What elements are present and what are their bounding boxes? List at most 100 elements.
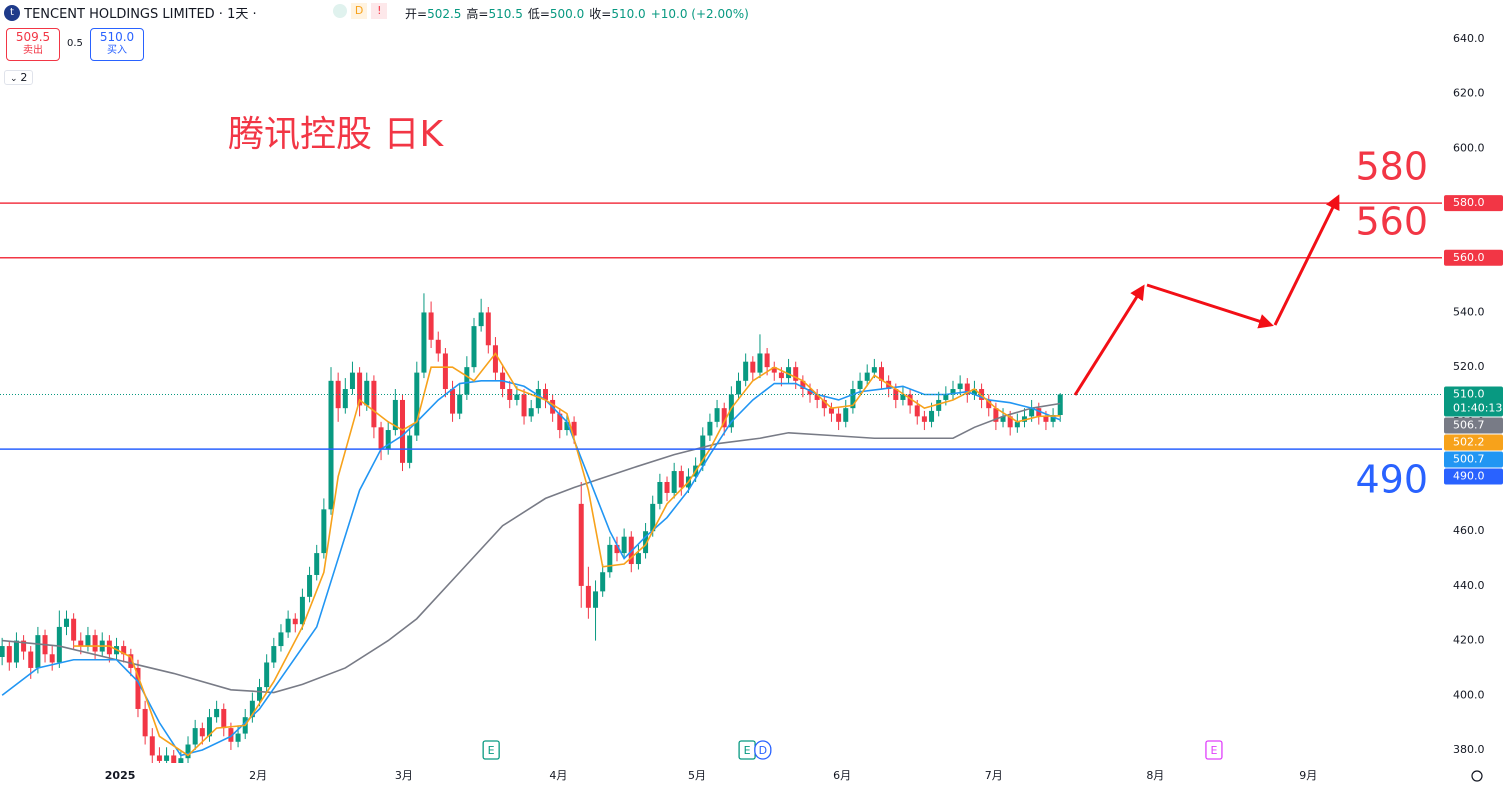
x-tick-label: 4月 [549,769,567,782]
event-badge[interactable] [754,740,772,760]
candle-body [492,345,498,373]
moving-average [1,380,1061,757]
x-tick-label: 9月 [1299,769,1317,782]
candle-body [921,416,927,422]
ohlc-value: 502.5 [427,7,462,21]
candle-body [635,553,641,565]
ohlc-legend: 开=502.5 高=510.5 低=500.0 收=510.0 +10.0 (+2.00… [405,5,749,22]
candle-body [671,471,677,493]
candle-body [929,410,935,422]
candle-body [950,389,956,395]
status-dot[interactable] [333,4,347,18]
price-tag [1444,417,1503,434]
candle-body [278,632,284,647]
annotation: 腾讯控股 日K [228,114,444,155]
candle-body [35,635,41,668]
candle-body [993,408,999,422]
candle-body [521,394,527,417]
candle-body [971,389,977,395]
candle-body [736,380,742,395]
x-tick-label: 3月 [395,769,413,782]
candle-body [1057,394,1063,415]
badge[interactable]: D [351,3,368,19]
candle-body [771,367,777,373]
buy-button[interactable]: 510.0 买入 [90,28,144,61]
price-tag [1444,195,1503,212]
candle-body [349,372,355,390]
candle-body [1043,416,1049,422]
candle-body [571,421,577,436]
candle-body [943,394,949,400]
candle-body [414,372,420,436]
candle-body [149,736,155,756]
x-tick-label: 2月 [249,769,267,782]
candle-body [192,728,198,745]
candle-body [285,618,291,633]
candle-body [964,383,970,395]
candle-body [643,531,649,554]
y-tick-label: 420.0 [1453,634,1485,647]
candle-body [700,435,706,466]
candle-body [857,380,863,390]
candle-body [843,408,849,422]
candle-body [1021,416,1027,422]
candle-body [364,380,370,406]
candle-body [593,591,599,608]
candle-body [106,640,112,655]
candle-body [21,640,27,652]
x-tick-label: 7月 [985,769,1003,782]
candle-body [85,635,91,647]
candle-body [1014,421,1020,428]
price-tag-label: 500.7 [1453,452,1485,465]
candle-body [221,708,227,729]
event-badge[interactable] [482,740,500,760]
buy-label: 买入 [107,45,127,56]
candle-body [457,394,463,414]
badge[interactable]: ! [371,3,388,19]
price-tag-label: 580.0 [1453,196,1485,209]
candle-body [435,339,441,354]
candle-body [307,574,313,597]
candle-body [206,717,212,737]
indicator-toggle[interactable]: ⌄ 2 [4,70,34,85]
ohlc-value: 500.0 [549,7,585,21]
candle-body [793,367,799,381]
event-badge[interactable] [1205,740,1223,760]
candle-body [328,380,334,510]
candle-body [607,544,613,573]
candle-body [728,394,734,428]
y-tick-label: 600.0 [1453,141,1485,154]
arrow [1273,194,1340,326]
candle-body [357,372,363,406]
price-tag [1444,468,1503,485]
candle-body [507,389,513,400]
level-label: 580 [1355,145,1428,189]
candle-body [185,744,191,759]
candle-body [650,503,656,532]
candle-body [893,389,899,400]
candle-body [478,312,484,327]
price-tag-label: 490.0 [1453,469,1485,482]
arrow [1073,284,1145,396]
candle-body [542,389,548,400]
settings-icon[interactable] [1471,770,1483,782]
candle-body [850,389,856,409]
candle-body [78,640,84,647]
candle-body [535,389,541,409]
candle-body [28,651,34,668]
candle-body [907,394,913,406]
level-label: 490 [1355,458,1428,502]
candle-body [557,413,563,431]
candle-body [378,427,384,450]
candle-body [371,380,377,428]
candle-body [714,408,720,422]
price-tag-label: 506.7 [1453,418,1485,431]
candle-body [750,361,756,373]
candle-body [914,405,920,417]
candle-body [986,399,992,409]
candle-body [757,353,763,373]
price-tag-label: 560.0 [1453,251,1485,264]
sell-button[interactable]: 509.5 卖出 [6,28,60,61]
candle-body [71,618,77,641]
